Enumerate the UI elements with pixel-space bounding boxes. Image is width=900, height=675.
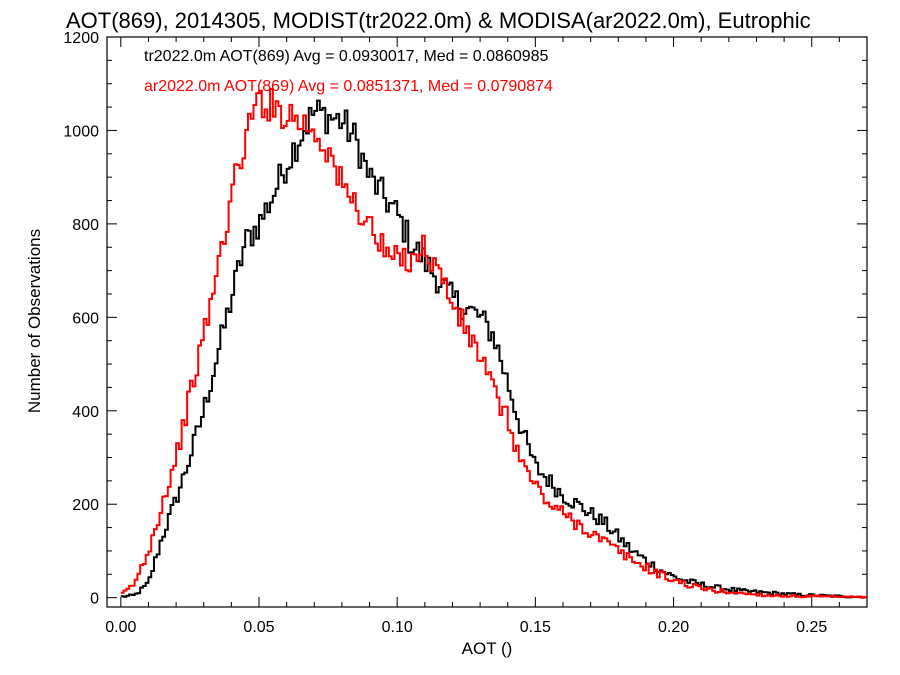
x-tick-label: 0.15	[520, 619, 551, 636]
x-tick-label: 0.05	[243, 619, 274, 636]
x-tick-label: 0.00	[105, 619, 136, 636]
axis-ticks: 0.00 0.05 0.10 0.15 0.20 0.25 0 200 400 600 800 100…	[63, 30, 867, 636]
x-tick-label: 0.25	[796, 619, 827, 636]
y-tick-label: 400	[72, 404, 99, 421]
y-tick-label: 200	[72, 497, 99, 514]
y-tick-label: 1200	[63, 30, 99, 47]
chart-title: AOT(869), 2014305, MODIST(tr2022.0m) & M…	[66, 8, 811, 33]
series-layer	[120, 87, 867, 599]
plot-axes	[106, 36, 868, 608]
y-tick-label: 0	[90, 591, 99, 608]
series-line-ar2022.0m	[120, 87, 867, 599]
y-tick-label: 600	[72, 310, 99, 327]
x-tick-label: 0.20	[658, 619, 689, 636]
y-tick-label: 1000	[63, 123, 99, 140]
y-tick-label: 800	[72, 217, 99, 234]
x-axis-label: AOT ()	[462, 639, 513, 658]
legend-entry-tr2022: tr2022.0m AOT(869) Avg = 0.0930017, Med …	[144, 48, 549, 65]
legend-entry-ar2022: ar2022.0m AOT(869) Avg = 0.0851371, Med …	[144, 78, 553, 95]
x-tick-label: 0.10	[382, 619, 413, 636]
series-line-tr2022.0m	[120, 99, 867, 599]
y-axis-label: Number of Observations	[25, 229, 44, 413]
plot-frame	[106, 36, 868, 608]
